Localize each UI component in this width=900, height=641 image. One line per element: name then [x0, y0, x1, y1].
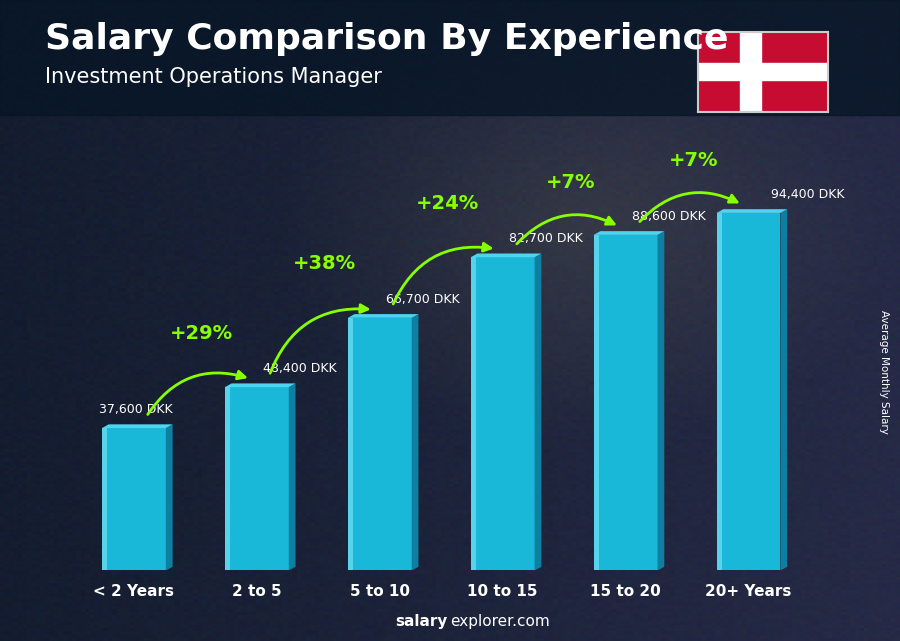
Polygon shape	[166, 424, 173, 570]
Polygon shape	[780, 209, 788, 570]
Text: Average Monthly Salary: Average Monthly Salary	[878, 310, 889, 434]
Text: 48,400 DKK: 48,400 DKK	[263, 362, 337, 375]
Text: salary: salary	[395, 615, 447, 629]
Bar	[594, 235, 598, 570]
Text: +38%: +38%	[292, 254, 356, 273]
Polygon shape	[658, 231, 664, 570]
Text: Salary Comparison By Experience: Salary Comparison By Experience	[45, 22, 728, 56]
Text: Investment Operations Manager: Investment Operations Manager	[45, 67, 382, 87]
Text: +29%: +29%	[170, 324, 233, 344]
Polygon shape	[535, 253, 542, 570]
Text: 88,600 DKK: 88,600 DKK	[632, 210, 706, 223]
Polygon shape	[289, 383, 295, 570]
Bar	[698, 63, 828, 80]
Text: +24%: +24%	[416, 194, 479, 213]
Bar	[102, 428, 166, 570]
Bar	[225, 387, 230, 570]
Text: explorer.com: explorer.com	[450, 615, 550, 629]
Bar	[471, 257, 476, 570]
Polygon shape	[471, 253, 542, 257]
Bar	[740, 32, 761, 112]
Text: 66,700 DKK: 66,700 DKK	[386, 293, 460, 306]
Bar	[594, 235, 658, 570]
Bar	[471, 257, 535, 570]
Polygon shape	[347, 314, 419, 318]
Bar	[347, 318, 353, 570]
Polygon shape	[594, 231, 664, 235]
Text: +7%: +7%	[545, 173, 595, 192]
Text: 37,600 DKK: 37,600 DKK	[100, 403, 173, 416]
Text: 82,700 DKK: 82,700 DKK	[508, 232, 582, 245]
Text: 94,400 DKK: 94,400 DKK	[770, 188, 844, 201]
Polygon shape	[716, 209, 788, 213]
Bar	[347, 318, 411, 570]
Polygon shape	[102, 424, 173, 428]
Bar	[102, 428, 107, 570]
Polygon shape	[225, 383, 295, 387]
Bar	[225, 387, 289, 570]
Text: +7%: +7%	[669, 151, 718, 171]
Bar	[716, 213, 780, 570]
Bar	[716, 213, 722, 570]
Polygon shape	[411, 314, 418, 570]
Bar	[0, 0, 900, 115]
